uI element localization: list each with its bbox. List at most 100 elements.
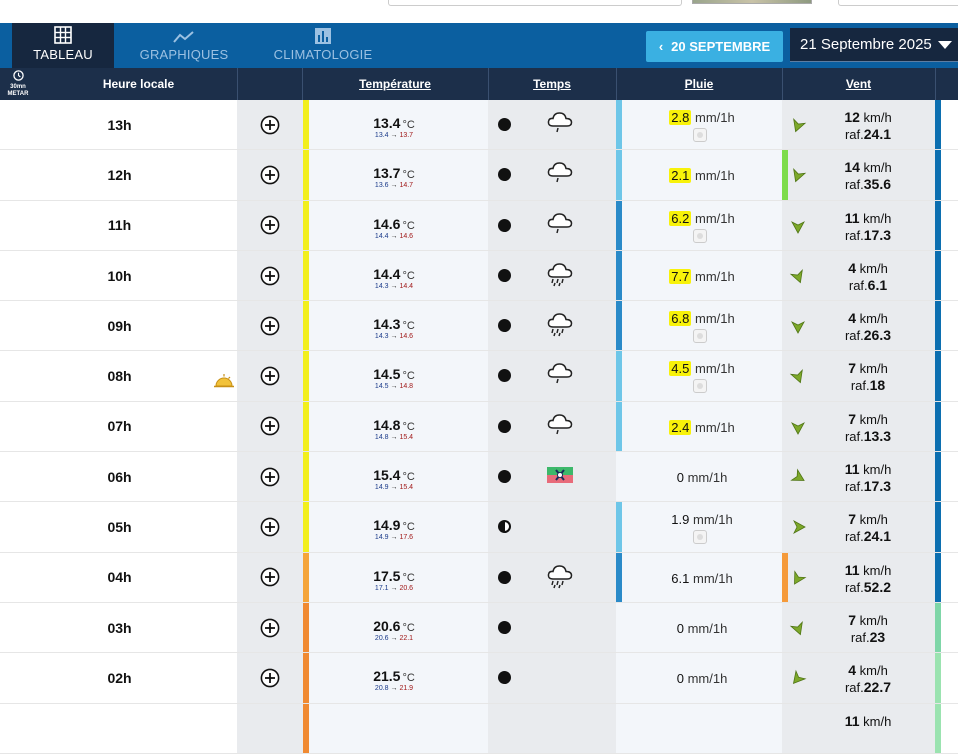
rain-value-line: 0 mm/1h (622, 621, 782, 636)
expand-row-button[interactable] (237, 502, 303, 552)
col-rain[interactable]: Pluie (684, 77, 714, 91)
rain-color-bar (616, 150, 622, 200)
wind-cell: 7 km/h raf.23 (788, 602, 935, 653)
rain-value: 6.1 (671, 570, 690, 586)
gust-label: raf. (844, 428, 864, 444)
hour-label: 11h (107, 217, 132, 234)
temperature-value: 14.6 (373, 215, 401, 232)
table-row: 11 km/h (0, 703, 958, 754)
temperature-range: 14.3 → 14.4 (374, 282, 414, 290)
date-select[interactable]: 21 Septembre 2025 (790, 28, 958, 62)
expand-row-button[interactable] (237, 703, 303, 753)
metar-interval: 30mn (10, 84, 26, 90)
temperature-range: 14.5 → 14.8 (374, 383, 414, 391)
temperature-value-line: 20.6 °C (309, 618, 479, 634)
weather-cell (488, 351, 616, 401)
wind-speed-line: 14 km/h (808, 159, 928, 175)
tab-climatologie[interactable]: CLIMATOLOGIE (262, 23, 384, 68)
table-row: 12h 13.7 °C 13.6 → 14.7 2.1 mm/1h 14 km/h… (0, 150, 958, 201)
rain-cell: 6.8 mm/1h (622, 301, 782, 351)
col-temperature[interactable]: Température (359, 77, 431, 91)
cloud-cover-full-icon (498, 168, 511, 182)
temperature-value: 13.7 (373, 165, 401, 182)
wind-gust: 17.3 (863, 478, 892, 495)
rain-unit: mm/1h (687, 620, 728, 636)
expand-row-button[interactable] (237, 351, 303, 401)
expand-row-button[interactable] (237, 250, 303, 301)
temperature-cell: 21.5 °C 20.8 → 21.9 (309, 653, 488, 703)
cloud-cover-full-icon (498, 570, 511, 584)
wind-color-bar (782, 452, 788, 502)
table-row: 06h 15.4 °C 14.9 → 15.4 0 mm/1h 11 km/h r… (0, 452, 958, 503)
weather-cell (488, 653, 616, 703)
weather-station-flag-icon (547, 467, 573, 484)
temperature-max: 15.4 (399, 433, 414, 441)
expand-row-button[interactable] (237, 602, 303, 653)
expand-row-button[interactable] (237, 653, 303, 703)
wind-gust: 13.3 (863, 427, 892, 444)
tab-tableau[interactable]: TABLEAU (12, 23, 114, 68)
expand-row-button[interactable] (237, 552, 303, 602)
temperature-min: 13.4 (374, 132, 389, 139)
top-thumbnail-image[interactable] (692, 0, 812, 4)
rain-highlight: 2.8 (669, 110, 692, 125)
rain-color-bar (616, 200, 622, 250)
rain-color-bar (616, 100, 622, 150)
gust-label: raf. (850, 629, 870, 645)
header-divider (302, 68, 303, 100)
metar-toggle[interactable]: 30mn METAR (4, 70, 32, 98)
wind-arrow-icon (790, 468, 805, 481)
rain-unit: mm/1h (694, 168, 735, 184)
weather-icon (546, 563, 574, 594)
expand-row-button[interactable] (237, 452, 303, 502)
temperature-min: 14.3 (374, 333, 389, 341)
wind-gust-line: raf.17.3 (808, 227, 928, 243)
plus-circle-icon (260, 115, 280, 135)
plus-circle-icon (260, 316, 280, 336)
weather-cell (488, 602, 616, 653)
wind-direction (790, 167, 807, 188)
wind-speed-line: 11 km/h (808, 210, 928, 226)
expand-row-button[interactable] (237, 150, 303, 200)
expand-row-button[interactable] (237, 301, 303, 351)
wind-cell: 4 km/h raf.22.7 (788, 653, 935, 703)
tab-graphiques[interactable]: GRAPHIQUES (130, 23, 238, 68)
header-divider (488, 68, 489, 100)
tab-label: GRAPHIQUES (139, 47, 229, 62)
expand-row-button[interactable] (237, 200, 303, 250)
rain-cell: 1.9 mm/1h (622, 502, 782, 552)
hour-label: 05h (107, 519, 132, 536)
side-color-bar (935, 401, 941, 452)
col-weather[interactable]: Temps (533, 77, 571, 91)
row-edge (941, 100, 958, 150)
previous-day-button[interactable]: ‹ 20 SEPTEMBRE (646, 31, 783, 62)
wind-gust-line: raf.6.1 (808, 277, 928, 293)
temperature-value: 14.8 (373, 416, 401, 433)
wind-cell: 11 km/h raf.17.3 (788, 452, 935, 502)
temperature-cell: 13.7 °C 13.6 → 14.7 (309, 150, 488, 200)
wind-direction (790, 670, 807, 691)
expand-row-button[interactable] (237, 401, 303, 452)
temperature-cell: 14.5 °C 14.5 → 14.8 (309, 351, 488, 401)
row-edge (941, 401, 958, 452)
wind-speed-line: 4 km/h (808, 662, 928, 678)
rain-unit: mm/1h (694, 210, 735, 226)
top-search-box[interactable] (388, 0, 682, 6)
wind-gust-line: raf.24.1 (808, 126, 928, 142)
header-divider (616, 68, 617, 100)
hour-cell: 07h (0, 402, 237, 451)
hour-cell: 02h (0, 653, 237, 702)
temperature-cell: 14.8 °C 14.8 → 15.4 (309, 401, 488, 452)
top-select-box[interactable] (838, 0, 958, 6)
weather-icon (546, 261, 574, 292)
date-select-value: 21 Septembre 2025 (800, 36, 932, 53)
temperature-min: 14.8 (374, 433, 389, 441)
table-row: 05h 14.9 °C 14.9 → 17.6 1.9 mm/1h 7 km/h … (0, 502, 958, 553)
expand-row-button[interactable] (237, 100, 303, 150)
side-color-bar (935, 150, 941, 200)
wind-direction (790, 569, 807, 591)
temperature-value: 21.5 (373, 668, 401, 685)
temperature-min: 17.1 (374, 584, 389, 592)
cloud-heavy-rain-icon (547, 263, 573, 287)
col-wind[interactable]: Vent (845, 77, 872, 91)
